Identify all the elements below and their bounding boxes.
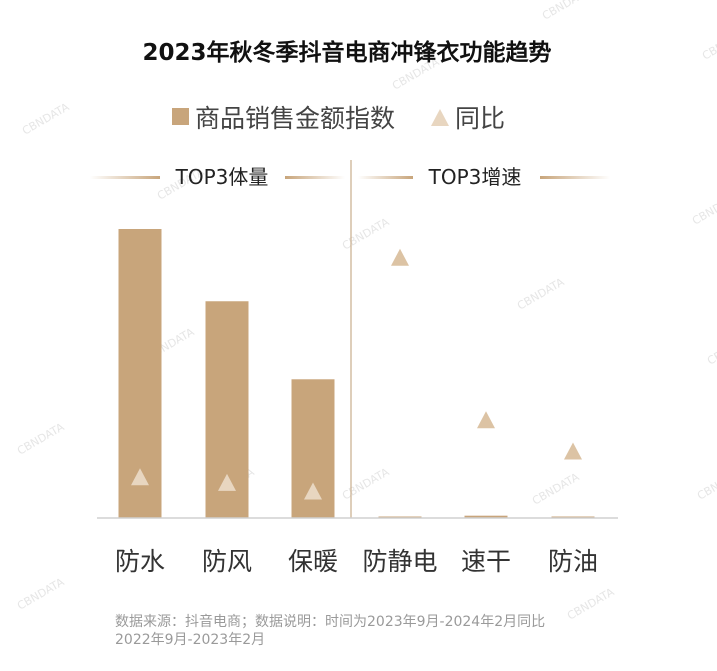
yoy-marker-防静电 bbox=[391, 248, 409, 266]
category-label: 速干 bbox=[461, 547, 511, 576]
section-right-line-a bbox=[358, 176, 413, 179]
yoy-series bbox=[131, 248, 582, 500]
yoy-marker-保暖 bbox=[304, 482, 322, 500]
yoy-marker-速干 bbox=[477, 411, 495, 429]
category-label: 防静电 bbox=[362, 547, 437, 576]
yoy-marker-防油 bbox=[564, 442, 582, 460]
watermark-text: CBNDATA bbox=[705, 330, 717, 367]
watermark-text: CBNDATA bbox=[565, 585, 617, 622]
category-label: 防油 bbox=[548, 547, 598, 576]
yoy-marker-防风 bbox=[218, 473, 236, 491]
watermark-text: CBNDATA bbox=[700, 25, 717, 62]
category-label: 防风 bbox=[202, 547, 252, 576]
yoy-marker-防水 bbox=[131, 468, 149, 486]
legend-label-sales: 商品销售金额指数 bbox=[195, 104, 395, 133]
watermark-text: CBNDATA bbox=[515, 275, 567, 312]
watermark-text: CBNDATA bbox=[690, 190, 717, 227]
category-label: 防水 bbox=[115, 547, 165, 576]
legend-triangle-icon bbox=[431, 109, 449, 126]
section-label-top3-volume: TOP3体量 bbox=[175, 165, 269, 189]
watermark-text: CBNDATA bbox=[15, 420, 67, 457]
section-left-line-b bbox=[285, 176, 345, 179]
category-label: 保暖 bbox=[288, 547, 338, 576]
watermark-text: CBNDATA bbox=[540, 0, 592, 23]
legend-bar-swatch bbox=[172, 108, 189, 125]
watermark-text: CBNDATA bbox=[695, 465, 717, 502]
section-left-line-a bbox=[90, 176, 160, 179]
watermark-text: CBNDATA bbox=[20, 100, 72, 137]
bar-速干 bbox=[464, 515, 508, 518]
watermark-text: CBNDATA bbox=[530, 470, 582, 507]
section-label-top3-growth: TOP3增速 bbox=[428, 165, 522, 189]
watermark-text: CBNDATA bbox=[340, 215, 392, 252]
category-labels: 防水 防风 保暖 防静电 速干 防油 bbox=[115, 547, 598, 576]
source-line-2: 2022年9月-2023年2月 bbox=[115, 632, 265, 648]
chart-title: 2023年秋冬季抖音电商冲锋衣功能趋势 bbox=[142, 39, 551, 66]
section-right-line-b bbox=[540, 176, 610, 179]
watermark-text: CBNDATA bbox=[340, 465, 392, 502]
bar-series bbox=[118, 229, 595, 518]
legend: 商品销售金额指数 同比 bbox=[172, 104, 505, 133]
watermark-text: CBNDATA bbox=[15, 575, 67, 612]
source-line-1: 数据来源：抖音电商；数据说明：时间为2023年9月-2024年2月同比 bbox=[115, 613, 545, 630]
section-headers: TOP3体量 TOP3增速 bbox=[90, 165, 610, 189]
legend-label-yoy: 同比 bbox=[455, 104, 505, 133]
